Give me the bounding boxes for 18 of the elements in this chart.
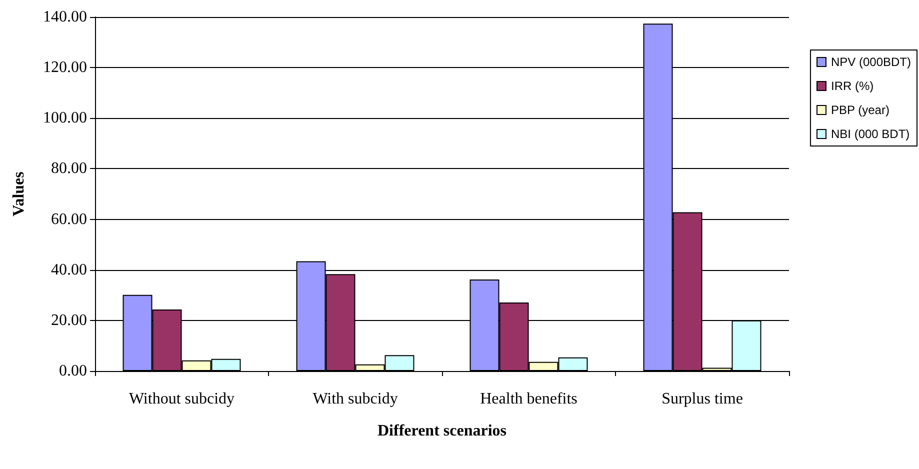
x-tick-label: Surplus time bbox=[662, 390, 743, 408]
y-tick-label: 140.00 bbox=[43, 8, 87, 26]
y-tick-label: 100.00 bbox=[43, 110, 87, 127]
legend-label: NPV (000BDT) bbox=[830, 55, 912, 69]
y-tick-label: 60.00 bbox=[51, 210, 87, 228]
legend-label: IRR (%) bbox=[830, 79, 874, 93]
x-tick-label: Health benefits bbox=[480, 390, 578, 408]
x-tick-label: Without subcidy bbox=[128, 390, 235, 408]
x-axis-title: Different scenarios bbox=[378, 422, 506, 440]
legend-label: NBI (000 BDT) bbox=[830, 127, 910, 141]
y-tick-label: 40.00 bbox=[51, 261, 87, 278]
y-tick-label: 80.00 bbox=[51, 160, 87, 178]
x-tick-label: With subcidy bbox=[312, 390, 398, 408]
y-axis-title: Values bbox=[10, 172, 28, 216]
y-tick-label: 120.00 bbox=[43, 59, 87, 76]
y-tick-label: 20.00 bbox=[51, 312, 87, 329]
y-tick-label: 0.00 bbox=[59, 362, 87, 380]
legend-label: PBP (year) bbox=[830, 103, 890, 117]
